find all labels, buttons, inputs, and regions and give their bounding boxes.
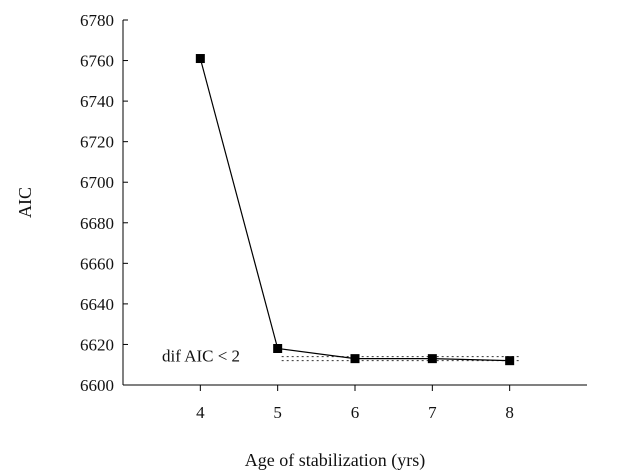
data-point	[427, 354, 437, 364]
y-tick-label: 6780	[80, 11, 114, 30]
x-tick-label: 5	[273, 403, 282, 422]
annotation-text: dif AIC < 2	[162, 347, 240, 366]
x-axis-title: Age of stabilization (yrs)	[245, 450, 425, 471]
x-tick-label: 4	[196, 403, 205, 422]
axes: 6600 6620 6640 6660 6680 6700 6720 6740 6760 6780…	[80, 11, 587, 422]
y-tick-label: 6660	[80, 254, 114, 273]
series	[195, 54, 515, 366]
y-tick-label: 6600	[80, 376, 114, 395]
y-tick-label: 6640	[80, 295, 114, 314]
reference-band	[281, 356, 522, 362]
data-point	[273, 344, 283, 353]
y-tick-label: 6740	[80, 92, 114, 111]
y-axis-title: AIC	[15, 187, 35, 218]
x-tick-label: 8	[505, 403, 514, 422]
y-tick-label: 6700	[80, 173, 114, 192]
data-point	[350, 354, 360, 364]
data-point	[195, 54, 205, 64]
y-tick-label: 6760	[80, 52, 114, 71]
x-tick-label: 7	[428, 403, 437, 422]
y-tick-label: 6620	[80, 335, 114, 354]
y-tick-label: 6720	[80, 133, 114, 152]
y-tick-label: 6680	[80, 214, 114, 233]
data-point	[505, 356, 515, 366]
x-tick-label: 6	[351, 403, 360, 422]
series-line	[199, 58, 510, 362]
